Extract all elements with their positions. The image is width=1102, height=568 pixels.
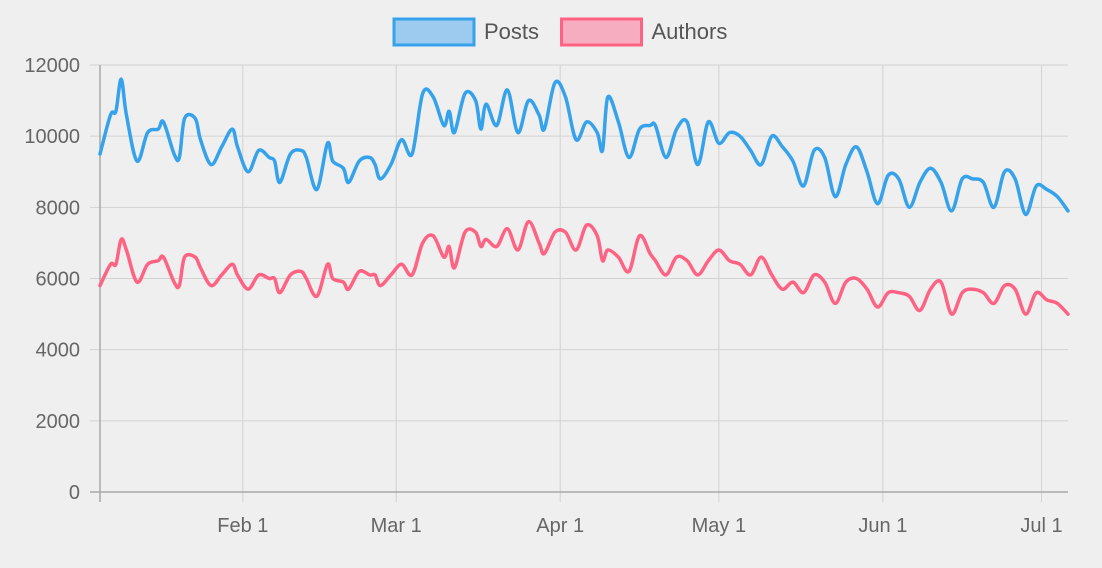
- y-gridlines: [90, 64, 1068, 493]
- legend-item-authors[interactable]: Authors: [560, 17, 728, 47]
- x-gridlines: [242, 65, 1043, 502]
- y-tick-label: 10000: [24, 126, 80, 148]
- series-lines: [98, 77, 1070, 316]
- x-axis-tick-labels: Feb 1 Mar 1 Apr 1 May 1 Jun 1 Jul 1: [217, 515, 1062, 537]
- axes: [90, 65, 1068, 502]
- legend-swatch: [392, 17, 476, 47]
- legend-item-posts[interactable]: Posts: [392, 17, 539, 47]
- posts-series-line: [98, 77, 1070, 217]
- x-tick-label: Mar 1: [371, 515, 422, 537]
- y-tick-label: 6000: [36, 269, 81, 291]
- y-tick-label: 12000: [24, 55, 80, 77]
- x-tick-label: Jun 1: [858, 515, 907, 537]
- y-tick-label: 0: [69, 482, 80, 504]
- x-tick-label: Jul 1: [1020, 515, 1062, 537]
- y-axis-tick-labels: 0 2000 4000 6000 8000 10000 12000: [24, 55, 80, 504]
- legend-label: Posts: [484, 19, 539, 44]
- x-tick-label: May 1: [692, 515, 746, 537]
- y-tick-label: 2000: [36, 411, 81, 433]
- authors-series-line: [98, 219, 1070, 316]
- x-tick-label: Feb 1: [217, 515, 268, 537]
- y-tick-label: 8000: [36, 197, 81, 219]
- legend[interactable]: Posts Authors: [392, 17, 728, 47]
- y-tick-label: 4000: [36, 340, 81, 362]
- legend-swatch: [560, 17, 643, 47]
- legend-label: Authors: [652, 19, 728, 44]
- x-tick-label: Apr 1: [536, 515, 584, 537]
